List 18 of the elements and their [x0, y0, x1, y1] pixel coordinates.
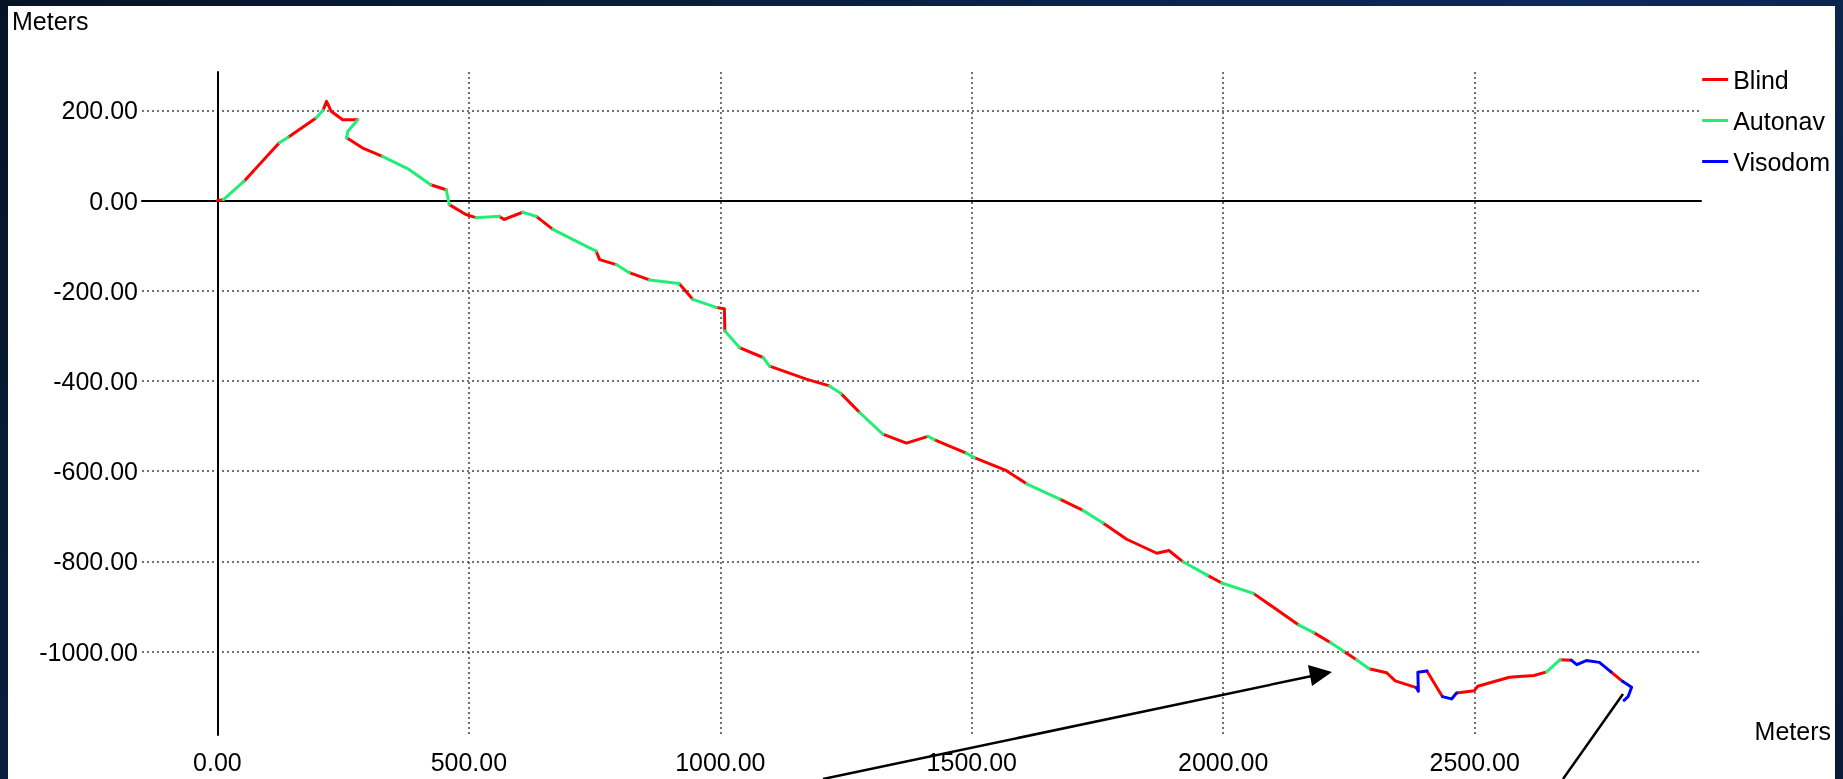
x-tick-label: 2500.00: [1429, 747, 1520, 776]
y-tick-label: -400.00: [53, 366, 138, 395]
x-tick-label: 2000.00: [1178, 747, 1269, 776]
y-tick-label: -1000.00: [39, 637, 138, 666]
y-axis-title: Meters: [12, 6, 89, 35]
legend-label: Blind: [1733, 65, 1789, 94]
legend-label: Autonav: [1733, 106, 1826, 135]
y-tick-label: -600.00: [53, 457, 138, 486]
x-tick-label: 1000.00: [675, 747, 766, 776]
y-tick-label: 200.00: [61, 96, 138, 125]
legend-label: Visodom: [1733, 147, 1831, 176]
x-tick-label: 0.00: [193, 747, 242, 776]
y-tick-label: -800.00: [53, 547, 138, 576]
x-axis-title: Meters: [1754, 716, 1831, 745]
x-tick-label: 1500.00: [926, 747, 1017, 776]
x-tick-label: 500.00: [430, 747, 508, 776]
y-tick-label: 0.00: [89, 186, 138, 215]
y-tick-label: -200.00: [53, 276, 138, 305]
